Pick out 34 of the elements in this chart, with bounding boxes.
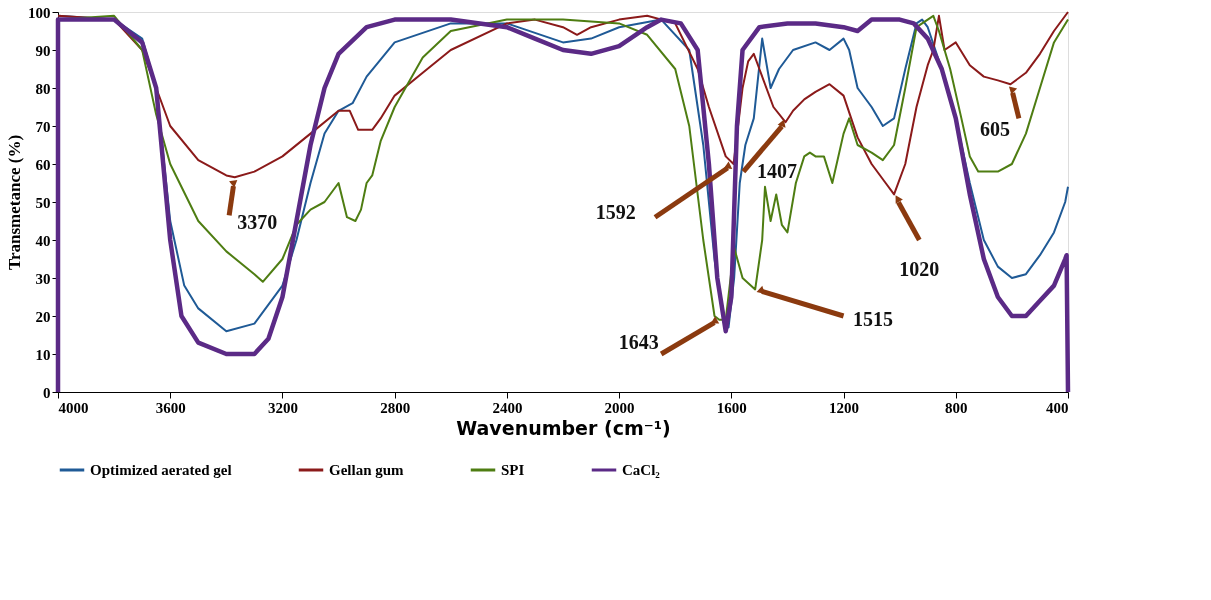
y-tick-label: 50 xyxy=(35,194,51,211)
y-tick-label: 0 xyxy=(43,384,51,401)
annotation: 1515 xyxy=(853,307,894,330)
y-tick-label: 30 xyxy=(35,270,51,287)
x-tick-label: 1600 xyxy=(716,399,747,416)
x-tick-label: 400 xyxy=(1046,399,1069,416)
x-tick-label: 1200 xyxy=(829,399,860,416)
y-tick-label: 60 xyxy=(35,156,51,173)
x-tick-label: 3200 xyxy=(267,399,298,416)
annotation: 605 xyxy=(980,117,1011,140)
legend-label: Optimized aerated gel xyxy=(90,462,232,478)
legend-label: CaCl₂ xyxy=(622,462,661,478)
y-tick-label: 40 xyxy=(35,232,51,249)
x-tick-label: 3600 xyxy=(155,399,186,416)
x-tick-label: 4000 xyxy=(58,399,89,416)
y-tick-label: 90 xyxy=(35,42,51,59)
x-tick-label: 2400 xyxy=(492,399,523,416)
x-tick-label: 800 xyxy=(945,399,968,416)
y-tick-label: 20 xyxy=(35,308,51,325)
x-tick-label: 2000 xyxy=(604,399,635,416)
y-tick-label: 10 xyxy=(35,346,51,363)
y-tick-label: 100 xyxy=(28,4,51,21)
annotation: 1592 xyxy=(595,201,636,224)
annotation: 1020 xyxy=(899,258,940,281)
x-axis-title: Wavenumber (cm⁻¹) xyxy=(456,416,671,439)
legend-label: SPI xyxy=(501,462,525,478)
y-tick-label: 70 xyxy=(35,118,51,135)
annotation: 1407 xyxy=(757,159,798,182)
legend-label: Gellan gum xyxy=(329,462,405,478)
x-tick-label: 2800 xyxy=(380,399,411,416)
y-tick-label: 80 xyxy=(35,80,51,97)
annotation: 1643 xyxy=(618,330,659,353)
annotation: 3370 xyxy=(237,210,278,233)
y-axis-title: Transmetance (%) xyxy=(5,134,24,271)
